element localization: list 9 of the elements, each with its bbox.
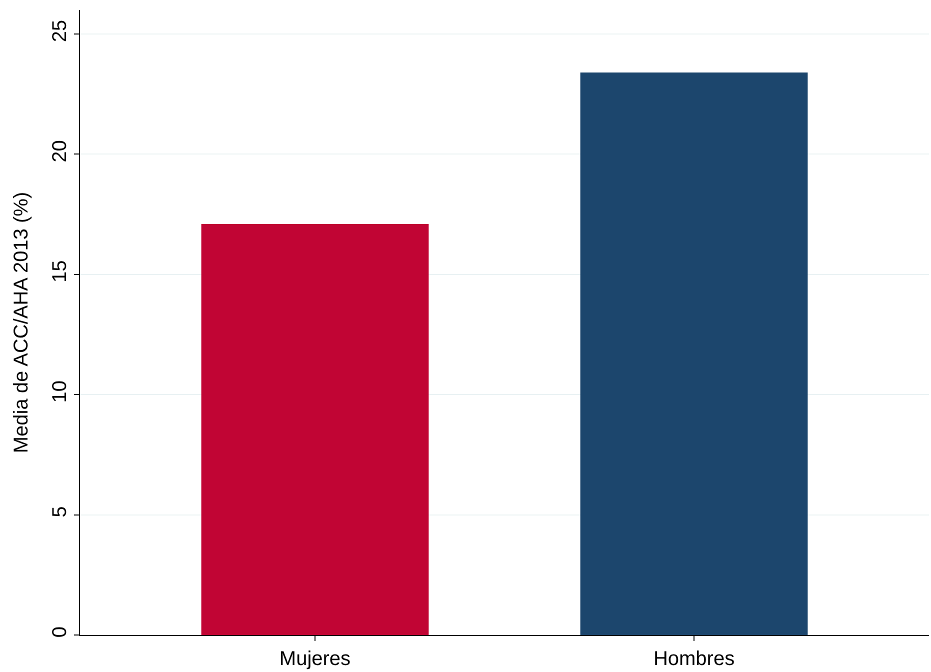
y-tick-label: 20 [49, 140, 71, 162]
y-tick-label: 25 [49, 20, 71, 42]
x-tick-label: Mujeres [279, 648, 351, 670]
y-axis-title: Media de ACC/AHA 2013 (%) [10, 192, 32, 454]
y-tick-label: 15 [49, 260, 71, 283]
x-tick-label: Hombres [653, 648, 735, 670]
y-tick-label: 10 [49, 380, 71, 403]
y-tick-label: 5 [49, 506, 71, 518]
y-tick-label: 0 [49, 626, 71, 638]
